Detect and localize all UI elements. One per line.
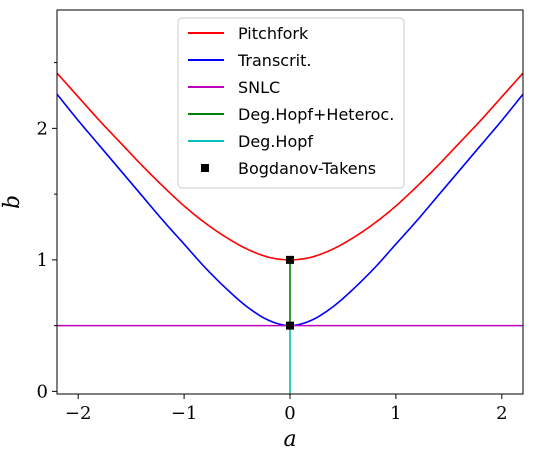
legend-label: Bogdanov-Takens [238, 159, 376, 178]
legend-label: Transcrit. [237, 51, 311, 70]
bogdanov-takens-point [286, 321, 294, 330]
legend: Pitchfork Transcrit. SNLC Deg.Hopf+Heteroc.… [177, 17, 405, 189]
legend-marker [201, 164, 209, 172]
x-tick-label: −1 [171, 403, 198, 424]
x-tick-label: 0 [284, 403, 295, 424]
legend-label: Deg.Hopf+Heteroc. [238, 105, 394, 124]
y-tick-label: 1 [37, 250, 48, 271]
x-tick-label: 1 [390, 403, 401, 424]
y-tick-label: 2 [37, 118, 48, 139]
x-tick-label: −2 [65, 403, 92, 424]
legend-label: Pitchfork [238, 24, 309, 43]
legend-box [177, 17, 405, 189]
legend-label: Deg.Hopf [238, 132, 313, 151]
y-axis-title: b [0, 195, 25, 209]
legend-label: SNLC [238, 78, 280, 97]
y-tick-label: 0 [37, 381, 48, 402]
ticks-layer: −2 −1 0 1 2 0 1 2 [37, 62, 508, 424]
x-axis-title: a [283, 427, 296, 452]
bogdanov-takens-point [286, 255, 294, 264]
x-tick-label: 2 [496, 403, 507, 424]
points-layer [286, 255, 294, 330]
